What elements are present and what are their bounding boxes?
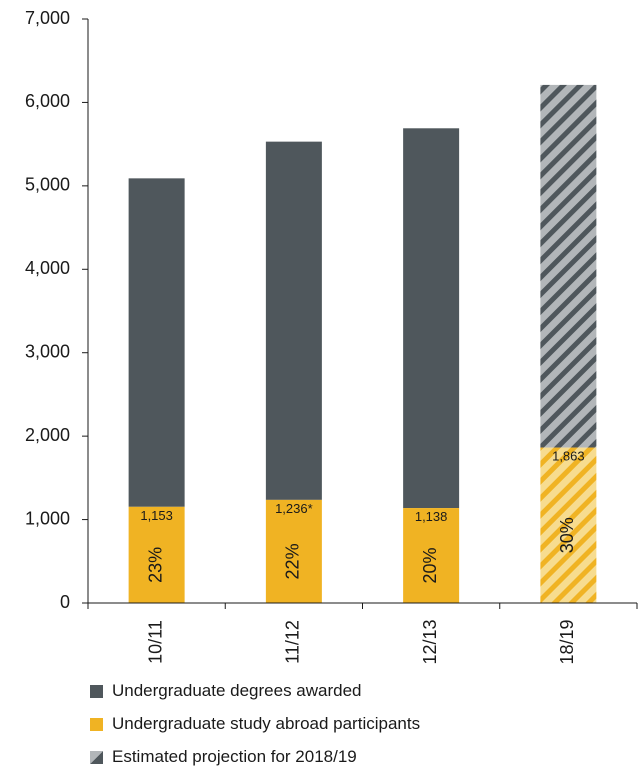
bar-degrees-3 [540, 84, 597, 448]
bar-chart-plot: 1,153 23% 10/11 1,236* 22% 11/12 1,138 20% 12/13… [25, 8, 638, 665]
legend-label-degrees: Undergraduate degrees awarded [112, 681, 362, 700]
bar-study-abroad-1 [265, 499, 322, 603]
percent-label-1: 22% [283, 543, 303, 579]
x-tick-label-2: 12/13 [420, 619, 440, 664]
legend-swatch-degrees [90, 684, 103, 698]
percent-label-3: 30% [557, 517, 577, 553]
y-tick-label-5: 5,000 [25, 175, 70, 195]
y-tick-label-6: 6,000 [25, 91, 70, 111]
legend-swatch-projection [90, 750, 103, 764]
legend-item-study-abroad: Undergraduate study abroad participants [90, 713, 420, 735]
percent-label-0: 23% [145, 547, 165, 583]
y-tick-label-3: 3,000 [25, 341, 70, 361]
bar-degrees-1 [265, 141, 322, 500]
legend-item-degrees: Undergraduate degrees awarded [90, 680, 420, 702]
legend-label-projection: Estimated projection for 2018/19 [112, 747, 357, 766]
x-tick-label-1: 11/12 [283, 620, 303, 664]
x-tick-label-3: 18/19 [557, 619, 577, 664]
y-tick-label-0: 0 [60, 592, 70, 612]
legend-label-study-abroad: Undergraduate study abroad participants [112, 714, 421, 733]
legend-swatch-study-abroad [90, 717, 103, 731]
bar-degrees-2 [403, 128, 460, 509]
percent-label-2: 20% [420, 548, 440, 584]
bar-study-abroad-3 [540, 447, 597, 603]
value-label-1: 1,236* [275, 501, 313, 516]
y-tick-label-7: 7,000 [25, 8, 70, 28]
y-tick-label-1: 1,000 [25, 508, 70, 528]
x-tick-label-0: 10/11 [145, 620, 165, 664]
value-label-2: 1,138 [415, 509, 448, 524]
y-tick-label-2: 2,000 [25, 425, 70, 445]
y-tick-label-4: 4,000 [25, 258, 70, 278]
bar-degrees-0 [128, 178, 185, 507]
bar-study-abroad-0 [128, 506, 185, 603]
value-label-0: 1,153 [140, 508, 173, 523]
legend: Undergraduate degrees awarded Undergradu… [90, 680, 420, 779]
value-label-3: 1,863 [552, 449, 585, 464]
legend-item-projection: Estimated projection for 2018/19 [90, 746, 420, 768]
bar-study-abroad-2 [403, 508, 460, 603]
